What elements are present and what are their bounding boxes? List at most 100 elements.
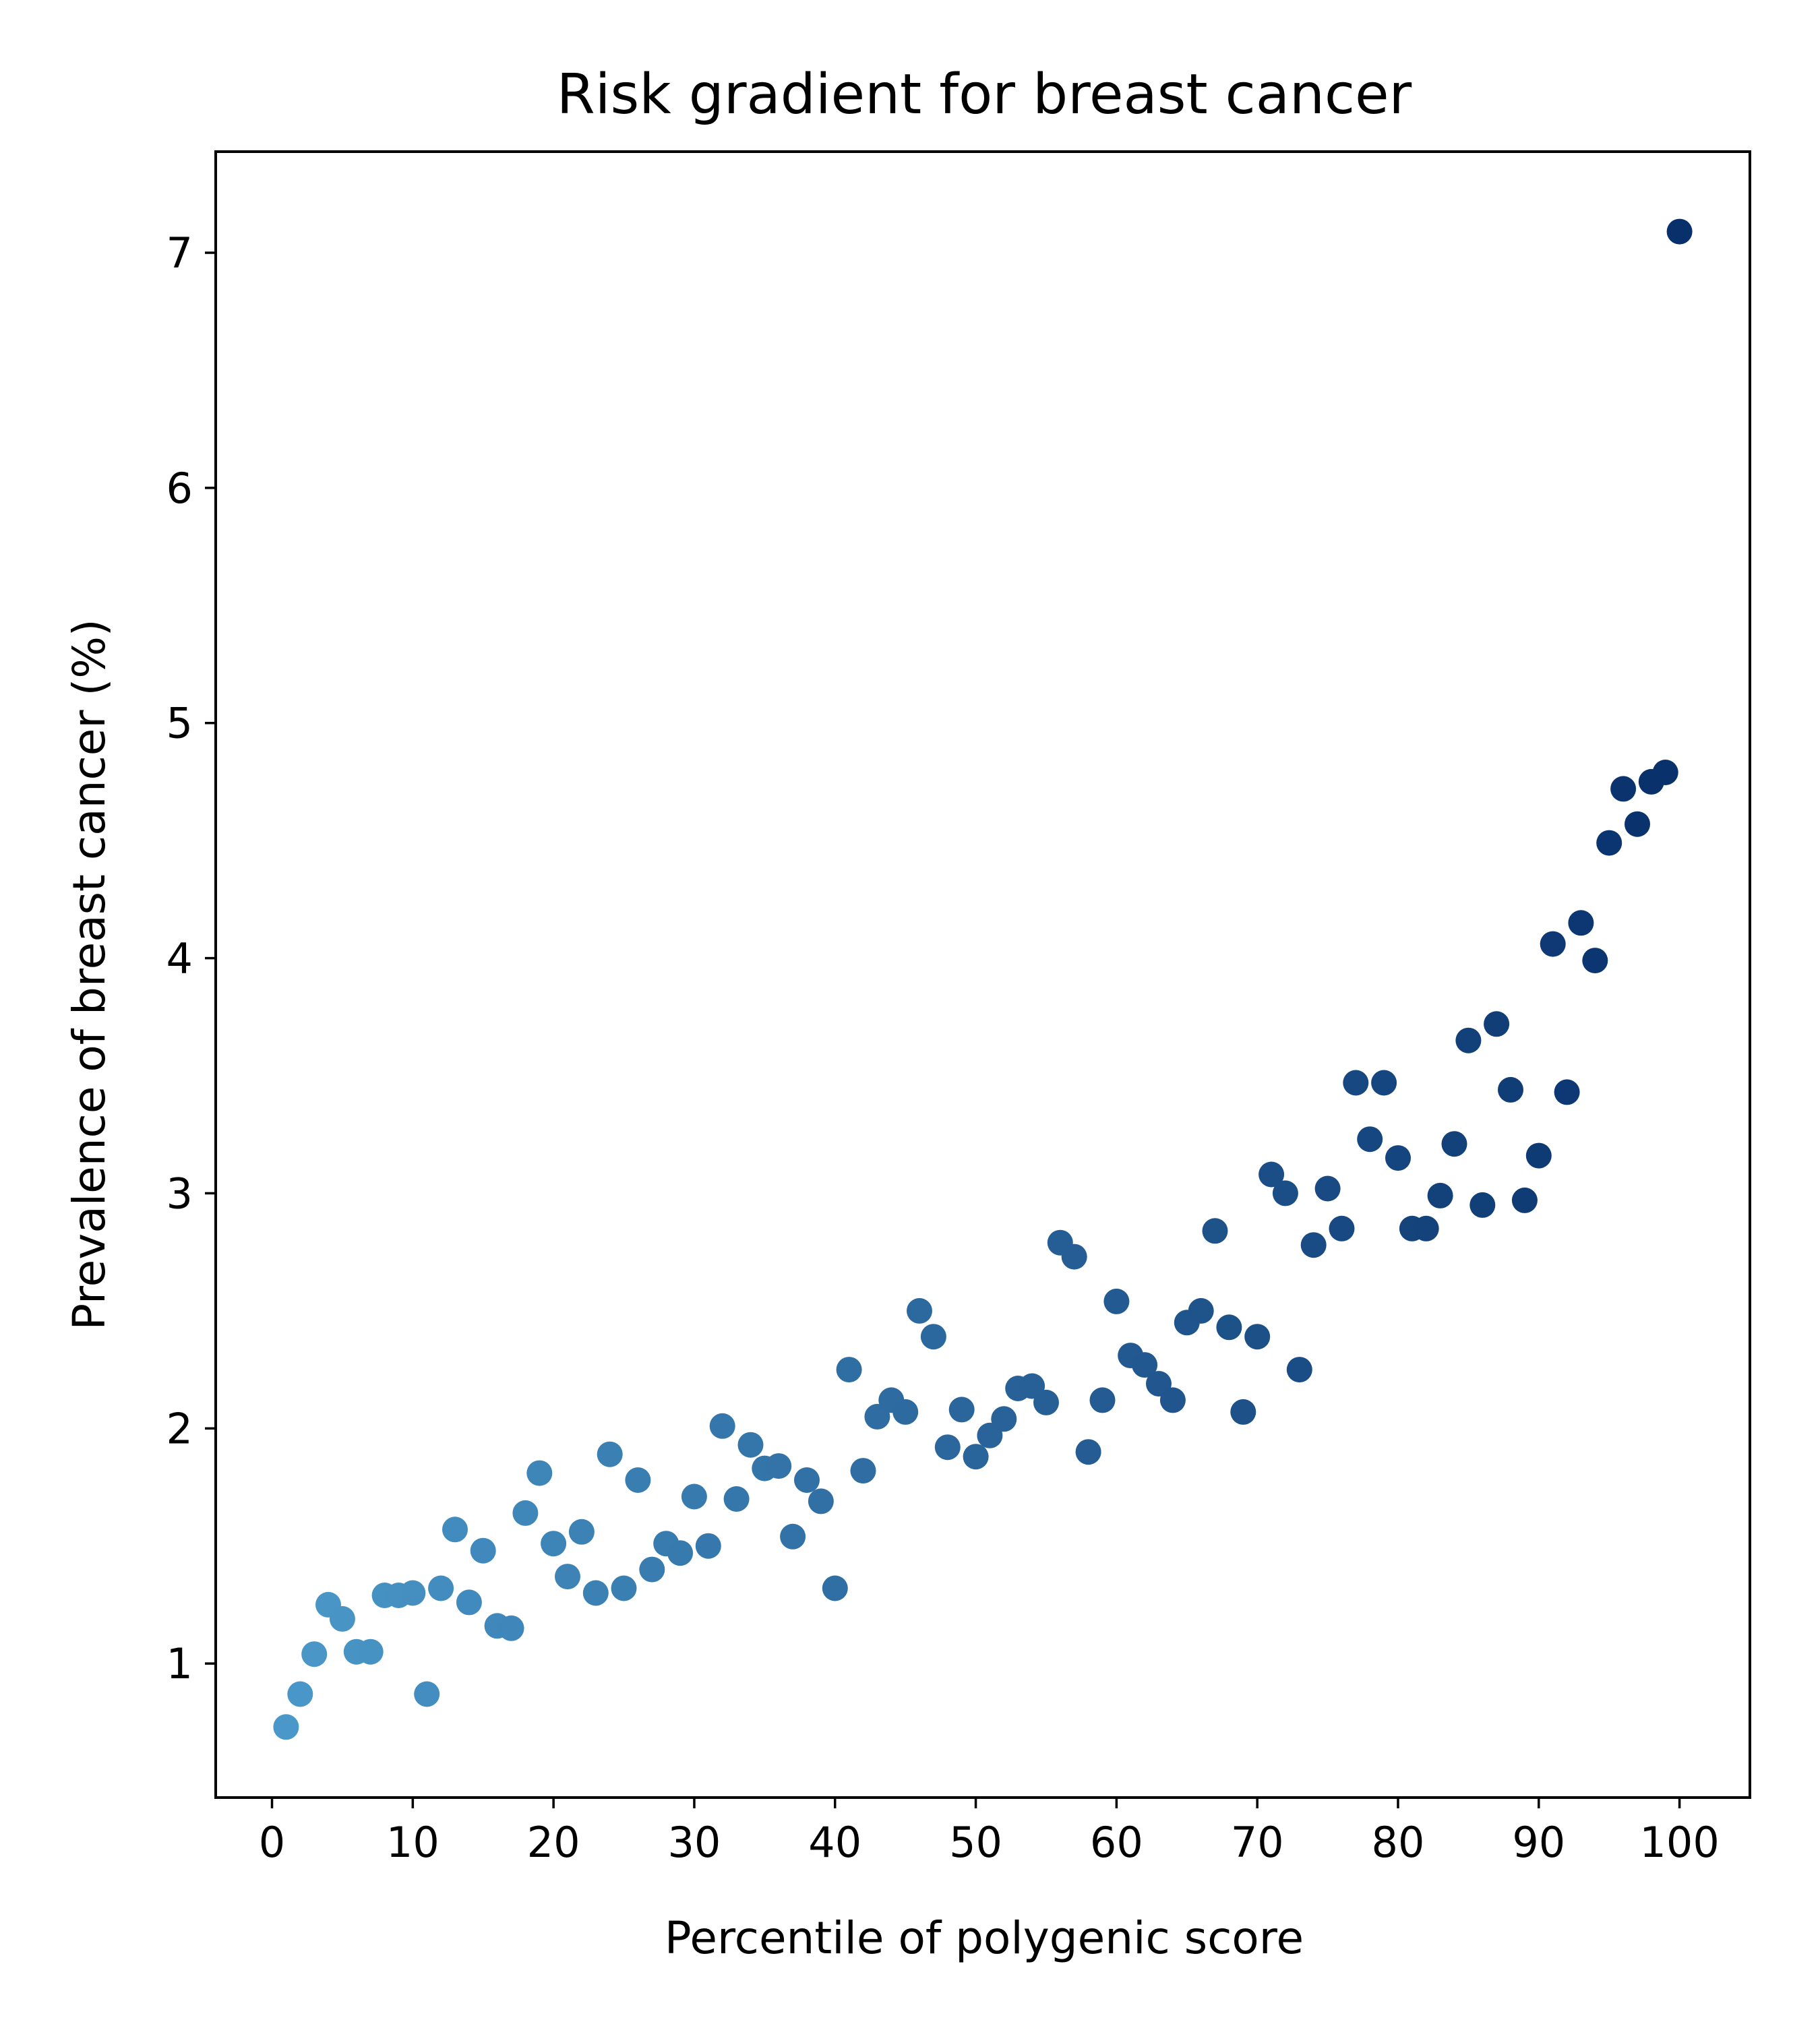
- data-point: [1525, 1142, 1552, 1169]
- x-tick-label: 60: [1090, 1818, 1143, 1867]
- data-point: [991, 1406, 1017, 1432]
- data-point: [836, 1357, 862, 1383]
- data-point: [1188, 1297, 1214, 1324]
- data-point: [273, 1714, 299, 1740]
- data-point: [1272, 1180, 1298, 1206]
- plot-frame: [214, 150, 1751, 1799]
- x-tick-label: 40: [808, 1818, 861, 1867]
- data-point: [329, 1605, 355, 1632]
- data-point: [1427, 1182, 1453, 1208]
- x-tick-label: 20: [527, 1818, 580, 1867]
- y-tick-label: 1: [166, 1639, 193, 1688]
- data-point: [512, 1500, 539, 1526]
- data-point: [357, 1638, 384, 1665]
- data-point: [1132, 1352, 1158, 1378]
- data-point: [737, 1432, 764, 1458]
- data-point: [1652, 760, 1678, 785]
- chart-title: Risk gradient for breast cancer: [557, 63, 1412, 127]
- data-point: [695, 1533, 721, 1559]
- data-point: [526, 1460, 553, 1486]
- data-point: [1103, 1288, 1130, 1314]
- data-point: [568, 1519, 595, 1545]
- data-point: [934, 1434, 961, 1461]
- data-point: [1610, 776, 1637, 802]
- x-tick-label: 0: [259, 1818, 285, 1867]
- data-point: [301, 1641, 328, 1667]
- data-point: [498, 1615, 524, 1641]
- data-point: [1596, 830, 1622, 856]
- y-axis-label: Prevalence of breast cancer (%): [63, 619, 115, 1330]
- data-point: [639, 1556, 665, 1583]
- data-point: [1202, 1218, 1228, 1244]
- data-point: [822, 1575, 848, 1601]
- data-point: [907, 1297, 932, 1324]
- data-point: [808, 1488, 834, 1514]
- x-tick-label: 30: [667, 1818, 721, 1867]
- data-point: [681, 1483, 707, 1510]
- data-point: [948, 1397, 975, 1423]
- data-point: [1582, 948, 1608, 974]
- x-axis-ticks: 0 10 20 30 40 50 60 70 80 90 100: [259, 1798, 1720, 1867]
- data-points: [273, 218, 1693, 1740]
- data-point: [1469, 1192, 1496, 1218]
- data-point: [1343, 1070, 1369, 1096]
- x-tick-label: 50: [949, 1818, 1002, 1867]
- data-point: [1357, 1126, 1383, 1153]
- data-point: [963, 1444, 989, 1470]
- data-point: [850, 1458, 876, 1484]
- data-point: [1258, 1161, 1285, 1188]
- data-point: [766, 1453, 792, 1479]
- data-point: [1385, 1145, 1411, 1171]
- data-point: [1666, 218, 1693, 245]
- y-tick-label: 5: [166, 699, 193, 748]
- data-point: [1075, 1439, 1101, 1465]
- data-point: [582, 1580, 609, 1606]
- data-point: [1216, 1314, 1242, 1341]
- y-tick-label: 3: [166, 1169, 193, 1218]
- data-point: [794, 1467, 820, 1493]
- data-point: [667, 1540, 694, 1566]
- x-tick-label: 70: [1231, 1818, 1284, 1867]
- data-point: [1371, 1070, 1397, 1096]
- data-point: [1455, 1027, 1482, 1053]
- x-tick-label: 80: [1372, 1818, 1425, 1867]
- data-point: [1554, 1079, 1580, 1105]
- data-point: [456, 1589, 482, 1616]
- y-tick-label: 4: [166, 934, 193, 983]
- data-point: [1568, 910, 1594, 936]
- data-point: [287, 1681, 313, 1707]
- data-point: [1625, 811, 1650, 837]
- x-tick-label: 100: [1639, 1818, 1719, 1867]
- data-point: [597, 1441, 623, 1467]
- data-point: [1540, 931, 1566, 957]
- y-axis-ticks: 1 2 3 4 5 6 7: [166, 228, 216, 1688]
- data-point: [1061, 1244, 1087, 1270]
- data-point: [611, 1575, 637, 1601]
- data-point: [1314, 1175, 1341, 1202]
- data-point: [920, 1324, 946, 1350]
- data-point: [780, 1523, 806, 1550]
- data-point: [414, 1681, 440, 1707]
- data-point: [1159, 1387, 1186, 1413]
- data-point: [1329, 1215, 1355, 1242]
- data-point: [541, 1531, 567, 1557]
- data-point: [709, 1413, 735, 1439]
- data-point: [1230, 1399, 1256, 1425]
- data-point: [1244, 1324, 1271, 1350]
- data-point: [1089, 1387, 1116, 1413]
- data-point: [555, 1564, 580, 1590]
- data-point: [442, 1516, 468, 1543]
- data-point: [1033, 1389, 1059, 1415]
- data-point: [625, 1467, 651, 1493]
- data-point: [892, 1399, 919, 1425]
- y-tick-label: 7: [166, 228, 193, 278]
- y-tick-label: 2: [166, 1404, 193, 1453]
- data-point: [1498, 1076, 1523, 1103]
- data-point: [1511, 1187, 1538, 1213]
- data-point: [400, 1580, 426, 1606]
- data-point: [1484, 1011, 1510, 1037]
- x-tick-label: 90: [1512, 1818, 1565, 1867]
- data-point: [470, 1537, 496, 1564]
- data-point: [1413, 1215, 1439, 1242]
